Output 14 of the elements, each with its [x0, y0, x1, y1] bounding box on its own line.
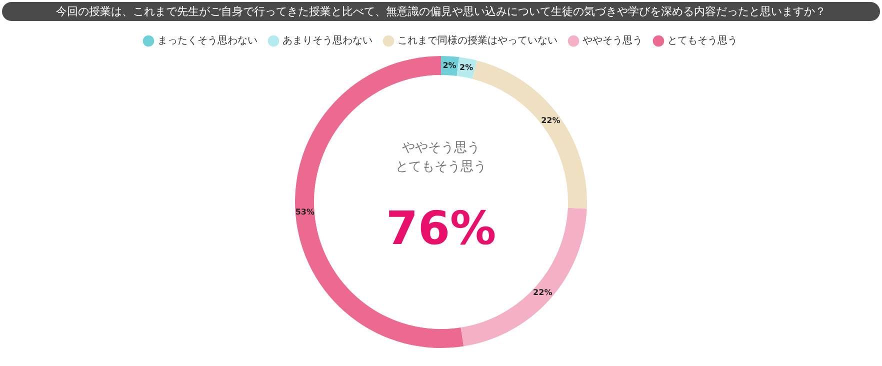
- text: とてもそう思う: [396, 159, 486, 174]
- data-label: 2%: [460, 62, 474, 72]
- legend-label: まったくそう思わない: [158, 36, 258, 47]
- data-label: 22%: [533, 288, 552, 298]
- legend-label: あまりそう思わない: [282, 36, 372, 47]
- text: 76%: [386, 200, 496, 255]
- legend-label: とてもそう思う: [668, 36, 738, 47]
- data-label: 2%: [442, 60, 456, 70]
- chart-title: 今回の授業は、これまで先生がご自身で行ってきた授業と比べて、無意識の偏見や思い込みについて生徒の気づきや学びを深める内容だったと思いますか？: [2, 2, 880, 21]
- legend-label: これまで同様の授業はやっていない: [398, 34, 558, 47]
- legend-label: ややそう思う: [582, 36, 642, 47]
- data-label: 53%: [295, 208, 314, 217]
- data-label: 22%: [541, 116, 560, 125]
- text: ややそう思う: [402, 140, 480, 156]
